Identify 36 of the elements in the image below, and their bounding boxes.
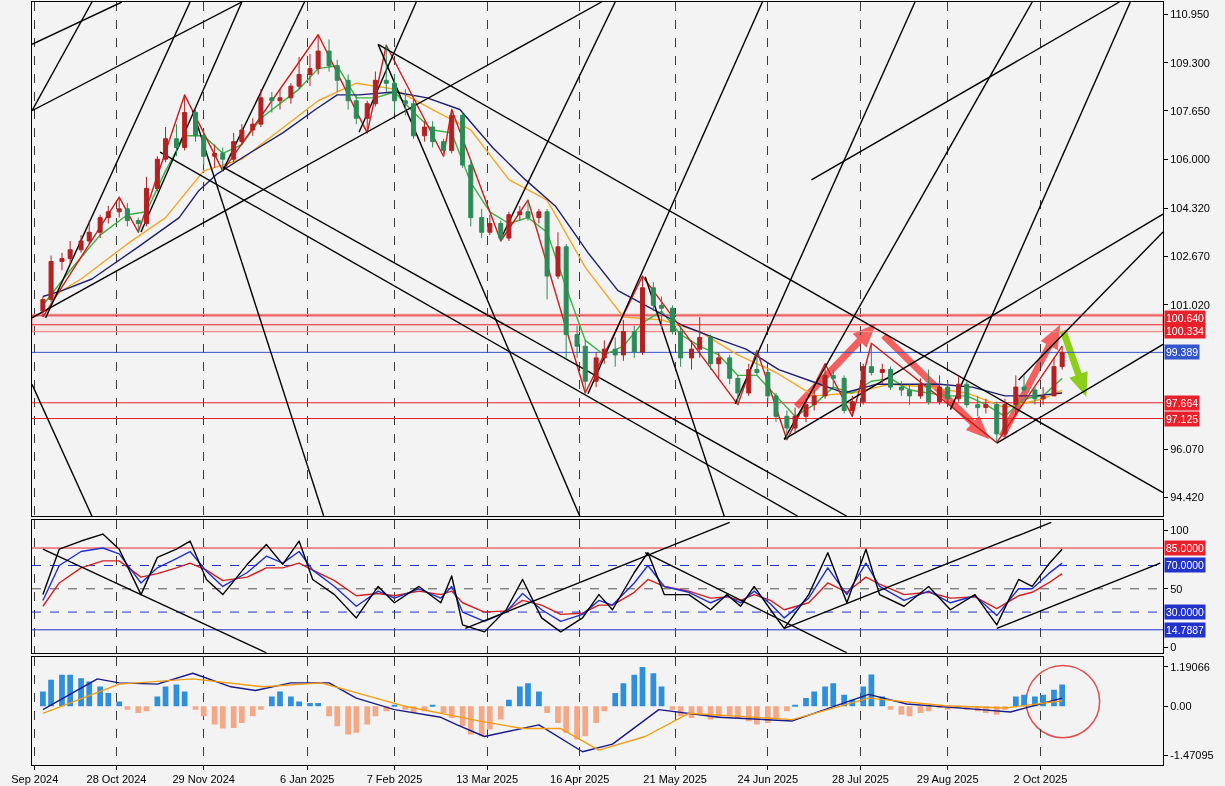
y-tick-label: 109.300	[1170, 56, 1210, 69]
ref-line-label: 85.0000	[1166, 542, 1205, 554]
ref-line-label: 30.0000	[1166, 606, 1205, 618]
x-tick-label: 21 May 2025	[643, 773, 707, 786]
y-tick-label: -1.47095	[1170, 748, 1214, 761]
x-tick-label: 29 Aug 2025	[916, 773, 979, 786]
y-tick-label: 100	[1170, 524, 1189, 537]
ref-line-label: 97.125	[1166, 413, 1199, 425]
ref-line-label: 100.334	[1166, 325, 1205, 337]
x-tick-label: 28 Oct 2024	[86, 773, 147, 786]
x-tick-label: Sep 2024	[11, 773, 59, 786]
ref-line-label: 100.640	[1166, 312, 1205, 324]
y-tick-label: 1.19066	[1170, 660, 1210, 673]
x-tick-label: 13 Mar 2025	[456, 773, 519, 786]
y-tick-label: 96.070	[1170, 443, 1204, 456]
y-tick-label: 107.650	[1170, 104, 1210, 117]
x-tick-label: 6 Jan 2025	[280, 773, 335, 786]
y-tick-label: 102.670	[1170, 250, 1210, 263]
y-tick-label: 50	[1170, 582, 1183, 595]
x-tick-label: 2 Oct 2025	[1013, 773, 1068, 786]
x-tick-label: 16 Apr 2025	[550, 773, 610, 786]
x-tick-label: 7 Feb 2025	[366, 773, 423, 786]
x-tick-label: 29 Nov 2024	[172, 773, 235, 786]
ref-line-label: 70.0000	[1166, 559, 1205, 571]
ref-line-label: 99.389	[1166, 346, 1199, 358]
ref-line-label: 97.664	[1166, 397, 1199, 409]
y-tick-label: 0	[1170, 640, 1177, 653]
y-tick-label: 101.020	[1170, 298, 1210, 311]
y-tick-label: 94.420	[1170, 491, 1204, 504]
y-tick-label: 110.950	[1170, 8, 1210, 21]
x-tick-label: 28 Jul 2025	[832, 773, 889, 786]
x-tick-label: 24 Jun 2025	[737, 773, 799, 786]
y-tick-label: 104.320	[1170, 202, 1210, 215]
ref-line-label: 14.7887	[1166, 624, 1205, 636]
y-tick-label: 0.00	[1170, 700, 1192, 713]
y-tick-label: 106.000	[1170, 153, 1210, 166]
